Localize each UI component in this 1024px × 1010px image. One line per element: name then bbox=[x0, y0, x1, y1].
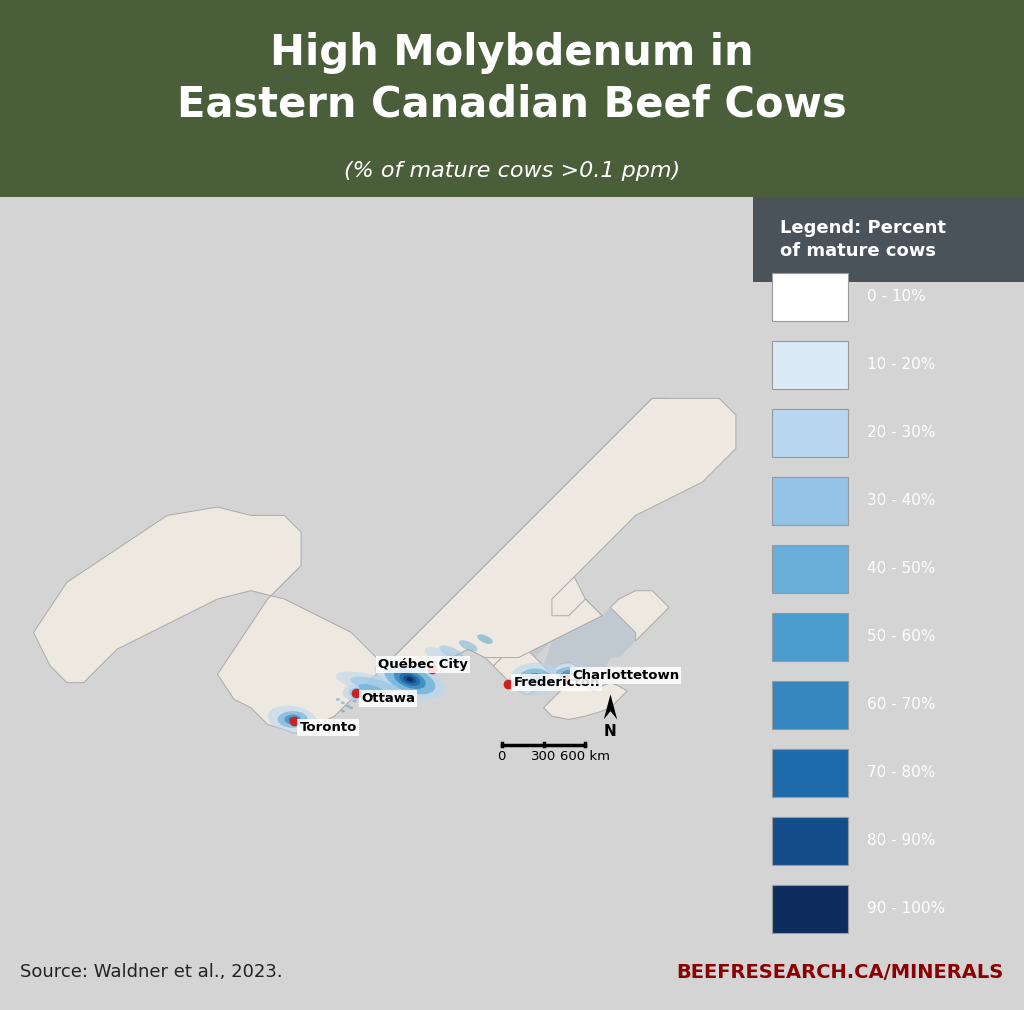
Bar bbox=[772, 885, 848, 933]
Ellipse shape bbox=[562, 670, 575, 679]
Text: 600 km: 600 km bbox=[560, 750, 610, 764]
Text: Fredericton: Fredericton bbox=[513, 676, 600, 689]
Ellipse shape bbox=[375, 660, 444, 700]
Ellipse shape bbox=[346, 705, 350, 707]
Text: 0: 0 bbox=[498, 750, 506, 764]
Ellipse shape bbox=[407, 677, 413, 682]
Text: 30 - 40%: 30 - 40% bbox=[866, 493, 935, 508]
Ellipse shape bbox=[341, 710, 345, 712]
Polygon shape bbox=[552, 663, 586, 676]
Ellipse shape bbox=[399, 673, 420, 686]
Text: Source: Waldner et al., 2023.: Source: Waldner et al., 2023. bbox=[20, 964, 283, 981]
Polygon shape bbox=[610, 591, 669, 641]
Ellipse shape bbox=[530, 676, 541, 683]
Ellipse shape bbox=[549, 663, 589, 686]
Text: 20 - 30%: 20 - 30% bbox=[866, 425, 935, 440]
Ellipse shape bbox=[440, 655, 445, 660]
Polygon shape bbox=[544, 670, 627, 719]
Ellipse shape bbox=[424, 665, 429, 668]
Ellipse shape bbox=[477, 634, 493, 644]
Bar bbox=[772, 817, 848, 865]
Ellipse shape bbox=[459, 640, 477, 651]
Ellipse shape bbox=[432, 661, 437, 665]
Text: 50 - 60%: 50 - 60% bbox=[866, 629, 935, 644]
Text: (% of mature cows >0.1 ppm): (% of mature cows >0.1 ppm) bbox=[344, 162, 680, 182]
Bar bbox=[772, 681, 848, 729]
Ellipse shape bbox=[350, 677, 402, 696]
Ellipse shape bbox=[349, 706, 353, 709]
Bar bbox=[772, 341, 848, 389]
Text: Québec City: Québec City bbox=[378, 658, 468, 671]
Ellipse shape bbox=[268, 706, 317, 733]
Text: 0 - 10%: 0 - 10% bbox=[866, 289, 926, 304]
Bar bbox=[772, 748, 848, 797]
Ellipse shape bbox=[278, 711, 308, 728]
Text: 300: 300 bbox=[531, 750, 556, 764]
Ellipse shape bbox=[419, 663, 424, 666]
Polygon shape bbox=[560, 619, 586, 627]
Polygon shape bbox=[376, 398, 736, 691]
Text: High Molybdenum in: High Molybdenum in bbox=[270, 32, 754, 74]
Ellipse shape bbox=[416, 668, 421, 671]
Bar bbox=[772, 613, 848, 661]
Ellipse shape bbox=[439, 645, 464, 660]
Ellipse shape bbox=[510, 663, 560, 696]
Ellipse shape bbox=[336, 698, 340, 701]
Bar bbox=[772, 409, 848, 457]
Ellipse shape bbox=[384, 665, 435, 694]
Text: Charlottetown: Charlottetown bbox=[572, 669, 679, 682]
Text: Ottawa: Ottawa bbox=[361, 692, 416, 705]
Text: Toronto: Toronto bbox=[299, 721, 356, 734]
Text: N: N bbox=[604, 724, 616, 739]
Ellipse shape bbox=[352, 700, 356, 702]
Ellipse shape bbox=[289, 717, 297, 722]
Ellipse shape bbox=[526, 673, 545, 686]
Text: BEEFRESEARCH.CA/MINERALS: BEEFRESEARCH.CA/MINERALS bbox=[676, 963, 1004, 982]
Bar bbox=[772, 544, 848, 593]
Polygon shape bbox=[34, 507, 385, 733]
Ellipse shape bbox=[343, 685, 370, 701]
Text: 60 - 70%: 60 - 70% bbox=[866, 697, 935, 712]
Ellipse shape bbox=[349, 688, 364, 698]
Polygon shape bbox=[376, 398, 669, 691]
Bar bbox=[772, 273, 848, 321]
Polygon shape bbox=[494, 641, 552, 695]
Ellipse shape bbox=[556, 667, 582, 682]
Text: 40 - 50%: 40 - 50% bbox=[866, 561, 935, 576]
Ellipse shape bbox=[358, 684, 384, 695]
Polygon shape bbox=[502, 591, 669, 691]
Ellipse shape bbox=[518, 669, 552, 690]
Ellipse shape bbox=[425, 647, 462, 668]
Polygon shape bbox=[604, 695, 617, 719]
Text: 80 - 90%: 80 - 90% bbox=[866, 833, 935, 848]
Text: Legend: Percent
of mature cows: Legend: Percent of mature cows bbox=[780, 218, 946, 261]
Ellipse shape bbox=[411, 673, 416, 676]
Ellipse shape bbox=[394, 670, 426, 689]
Ellipse shape bbox=[341, 701, 345, 704]
Bar bbox=[772, 477, 848, 525]
Bar bbox=[753, 197, 1024, 282]
Text: 90 - 100%: 90 - 100% bbox=[866, 901, 945, 916]
Ellipse shape bbox=[336, 672, 417, 701]
Text: Eastern Canadian Beef Cows: Eastern Canadian Beef Cows bbox=[177, 84, 847, 125]
Text: 70 - 80%: 70 - 80% bbox=[866, 765, 935, 780]
Text: 10 - 20%: 10 - 20% bbox=[866, 357, 935, 372]
Ellipse shape bbox=[403, 676, 416, 684]
Ellipse shape bbox=[285, 714, 301, 724]
